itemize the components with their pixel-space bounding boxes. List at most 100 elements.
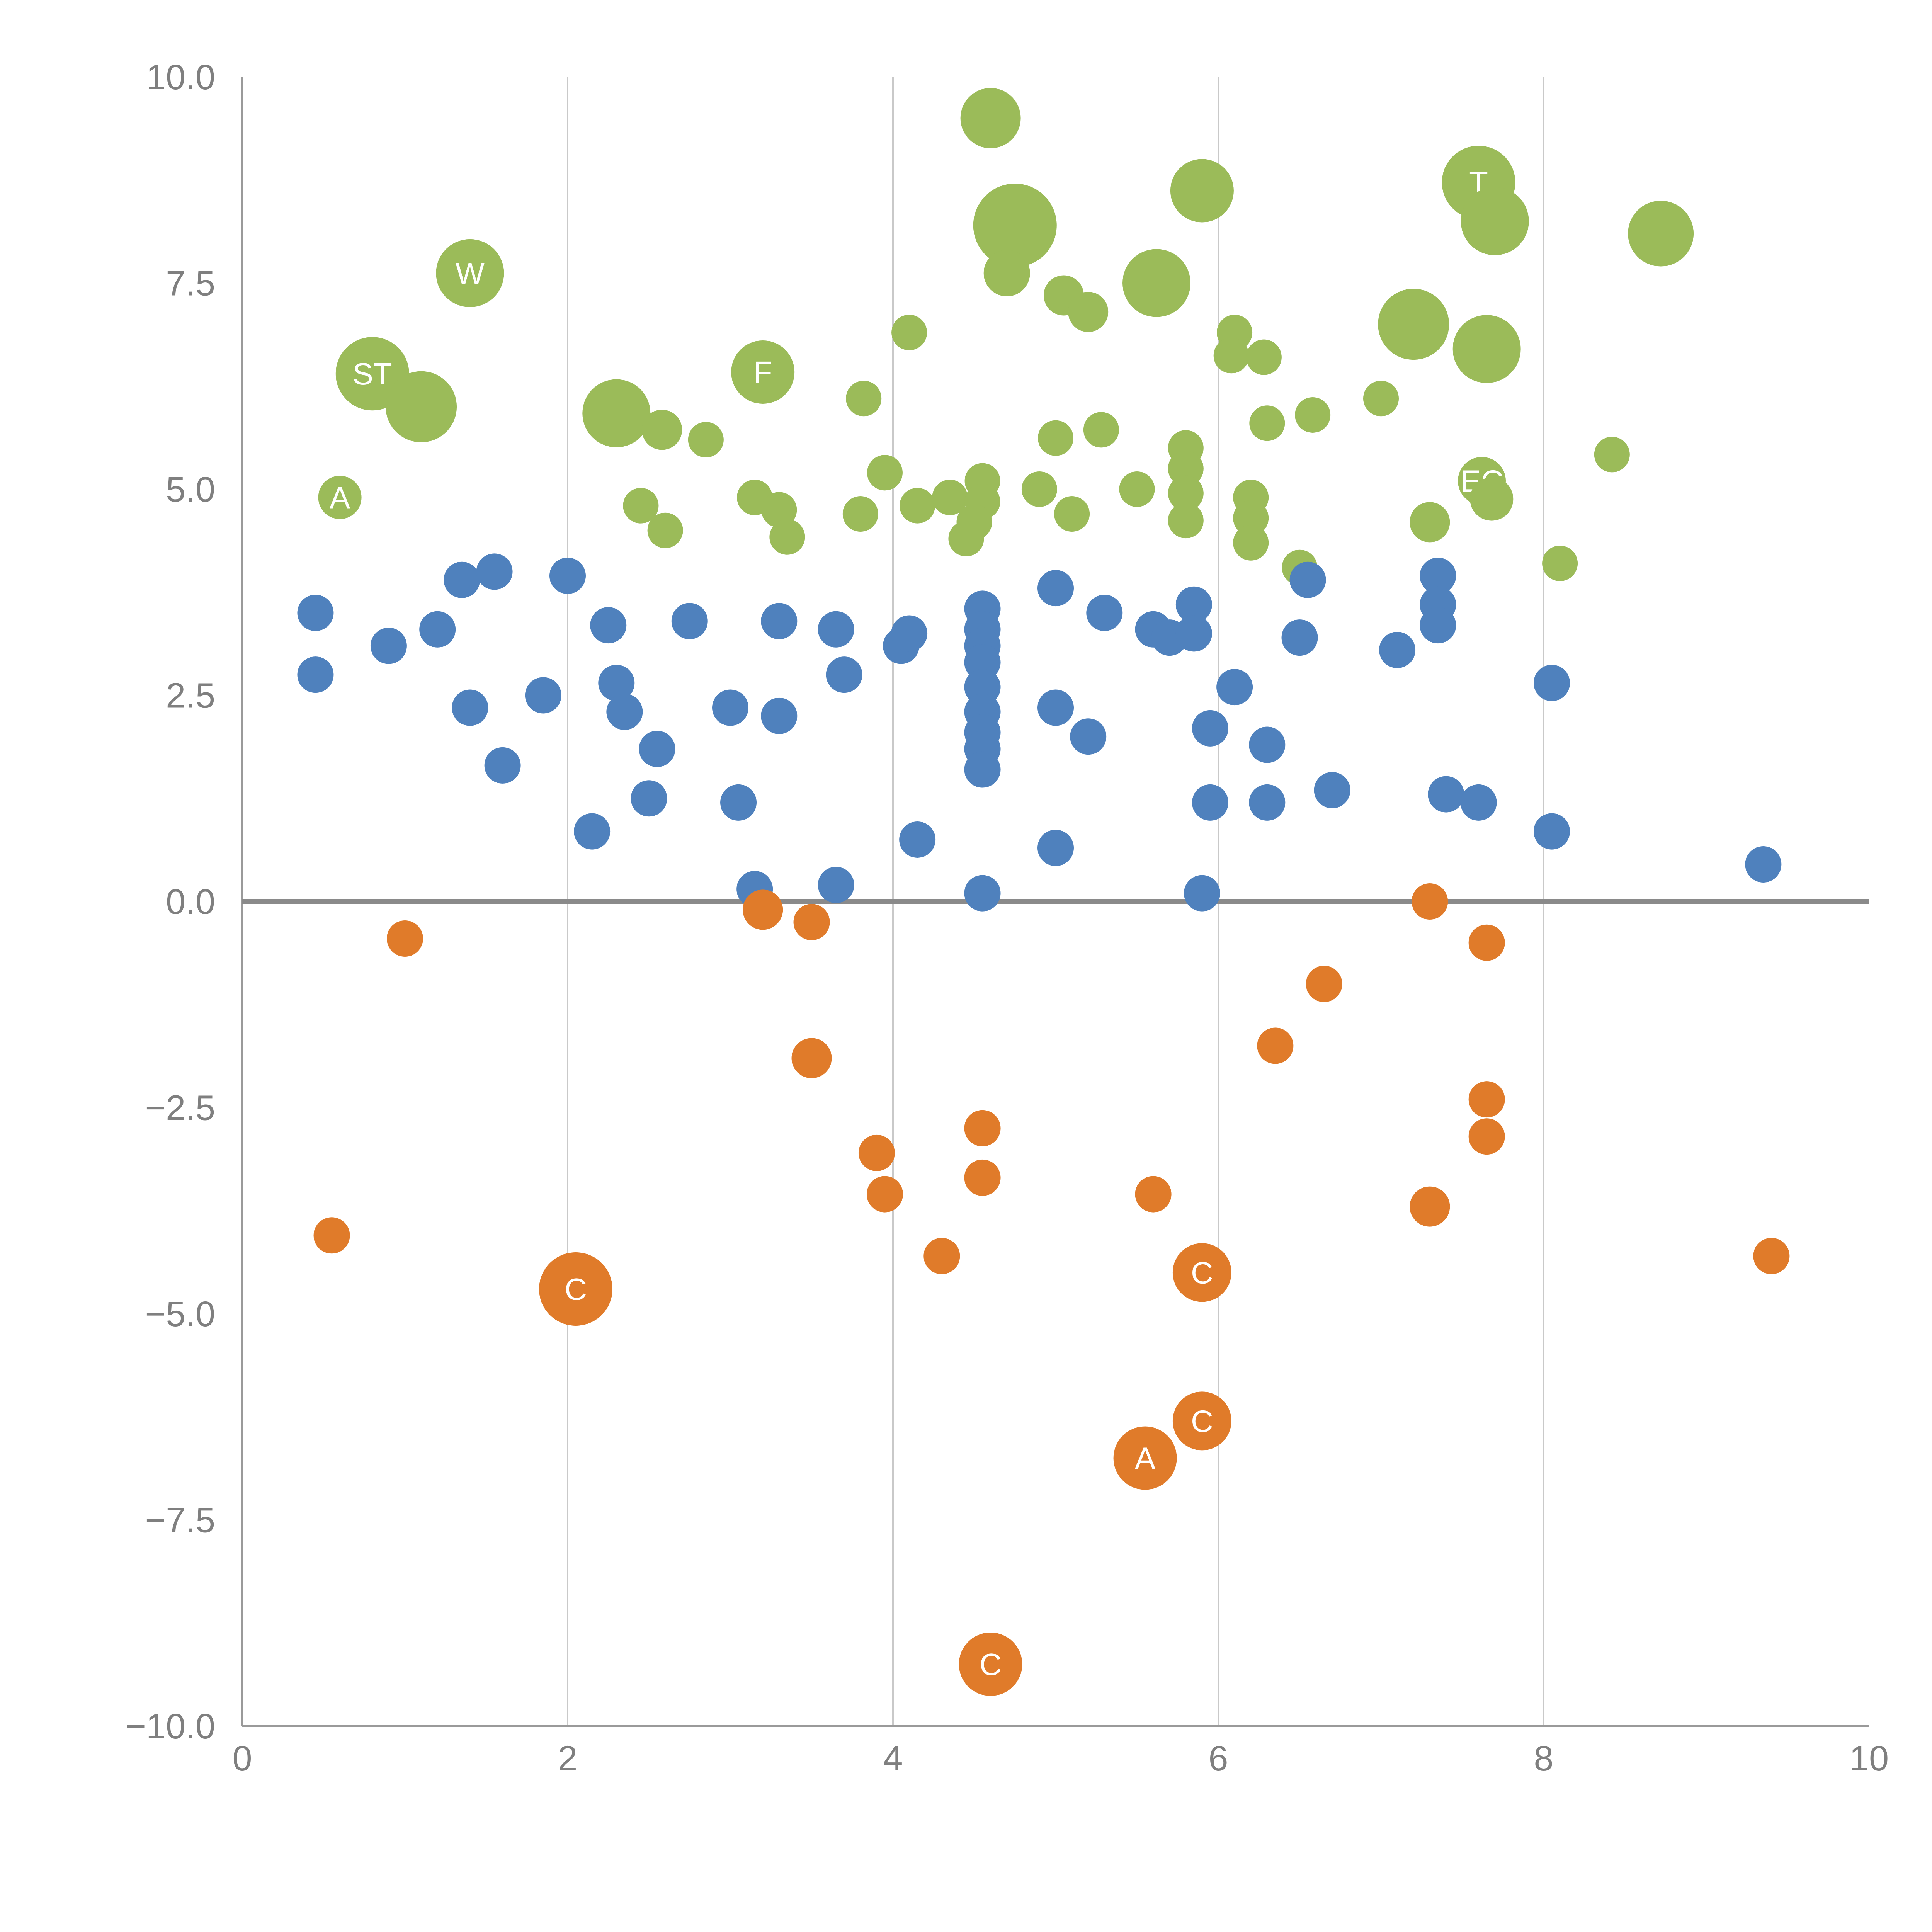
x-tick-label: 8	[1534, 1739, 1553, 1778]
data-point-orange	[387, 920, 423, 957]
data-point-green	[1628, 201, 1694, 267]
data-point-orange	[793, 904, 830, 940]
data-point-blue	[964, 875, 1001, 912]
x-tick-label: 6	[1208, 1739, 1228, 1778]
data-point-blue	[297, 595, 334, 631]
data-point-green	[647, 512, 683, 548]
y-tick-label: 5.0	[166, 470, 215, 509]
data-point-blue	[590, 607, 627, 644]
data-point-blue	[1534, 813, 1570, 850]
data-point-orange	[313, 1217, 350, 1254]
data-point-orange	[866, 1176, 903, 1213]
bubble-label: C	[1191, 1404, 1213, 1438]
data-point-green	[1119, 471, 1155, 507]
x-tick-label: 0	[232, 1739, 252, 1778]
data-point-green	[623, 488, 659, 524]
data-point-orange	[1468, 924, 1505, 961]
data-point-blue	[818, 867, 854, 903]
data-point-orange	[1172, 1391, 1231, 1451]
data-point-green	[1170, 159, 1234, 223]
data-point-green	[1295, 397, 1331, 433]
data-point-blue	[1037, 570, 1074, 607]
data-point-green	[1594, 437, 1630, 473]
data-point-green	[948, 521, 984, 557]
data-point-orange	[791, 1038, 832, 1078]
data-point-green	[1122, 249, 1191, 317]
data-point-green	[731, 340, 795, 404]
data-point-green	[932, 480, 968, 515]
data-point-blue	[1289, 561, 1326, 598]
data-point-orange	[923, 1238, 960, 1274]
data-point-blue	[1428, 776, 1464, 813]
data-point-blue	[639, 731, 675, 767]
data-point-green	[1068, 292, 1109, 332]
data-point-green	[1233, 500, 1269, 536]
data-point-blue	[1192, 784, 1228, 821]
data-point-blue	[574, 813, 611, 850]
data-point-green	[1021, 471, 1057, 507]
data-point-orange	[1135, 1176, 1172, 1213]
data-point-green	[1452, 315, 1521, 383]
data-point-green	[1363, 381, 1399, 417]
data-point-green	[1470, 477, 1514, 521]
data-point-green	[769, 519, 805, 555]
data-point-blue	[1216, 669, 1253, 706]
data-point-blue	[1249, 784, 1286, 821]
data-point-green	[1542, 546, 1578, 582]
data-point-orange	[1410, 1186, 1450, 1227]
y-tick-label: −7.5	[145, 1501, 215, 1540]
data-point-blue	[899, 821, 936, 858]
data-point-blue	[452, 689, 488, 726]
series-blue	[297, 553, 1782, 912]
y-tick-label: 10.0	[146, 58, 215, 97]
data-point-orange	[1468, 1118, 1505, 1155]
data-point-green	[642, 410, 682, 450]
data-point-orange	[1257, 1027, 1294, 1064]
data-point-green	[1461, 187, 1529, 255]
data-point-green	[436, 239, 504, 307]
bubble-label: ST	[353, 357, 392, 391]
data-point-blue	[1534, 665, 1570, 701]
data-point-green	[973, 184, 1057, 267]
data-point-green	[1054, 496, 1090, 532]
series-green: WTSTFAEC	[318, 88, 1694, 585]
data-point-green	[1246, 339, 1282, 375]
data-point-blue	[297, 656, 334, 693]
data-point-green	[1213, 338, 1249, 374]
data-point-blue	[671, 603, 708, 639]
data-point-green	[688, 422, 724, 457]
data-point-blue	[1184, 875, 1220, 912]
data-point-green	[1168, 451, 1204, 486]
data-point-blue	[1281, 619, 1318, 656]
data-point-blue	[1175, 586, 1212, 623]
bubble-label: C	[1191, 1255, 1213, 1290]
data-point-blue	[712, 689, 748, 726]
data-point-blue	[891, 615, 928, 652]
data-point-blue	[549, 558, 586, 594]
data-point-green	[582, 379, 651, 447]
data-point-green	[1038, 420, 1073, 456]
data-point-orange	[1412, 883, 1448, 920]
data-point-green	[1249, 405, 1285, 441]
data-point-blue	[1314, 772, 1350, 808]
data-point-blue	[476, 553, 513, 590]
bubble-label: W	[456, 256, 485, 291]
data-point-blue	[484, 747, 521, 784]
data-point-green	[1410, 502, 1450, 543]
data-point-blue	[761, 603, 798, 639]
data-point-green	[1168, 503, 1204, 539]
data-point-blue	[1175, 615, 1212, 652]
data-point-blue	[1420, 558, 1456, 594]
data-point-blue	[598, 665, 635, 701]
data-point-blue	[419, 611, 456, 648]
bubble-label: A	[330, 480, 350, 515]
data-point-blue	[1086, 595, 1123, 631]
data-point-green	[1083, 412, 1119, 448]
data-point-blue	[964, 751, 1001, 788]
data-point-blue	[826, 656, 862, 693]
y-tick-label: −10.0	[125, 1707, 215, 1746]
data-point-orange	[743, 889, 783, 930]
data-point-blue	[1460, 784, 1497, 821]
bubble-label: C	[980, 1647, 1002, 1682]
